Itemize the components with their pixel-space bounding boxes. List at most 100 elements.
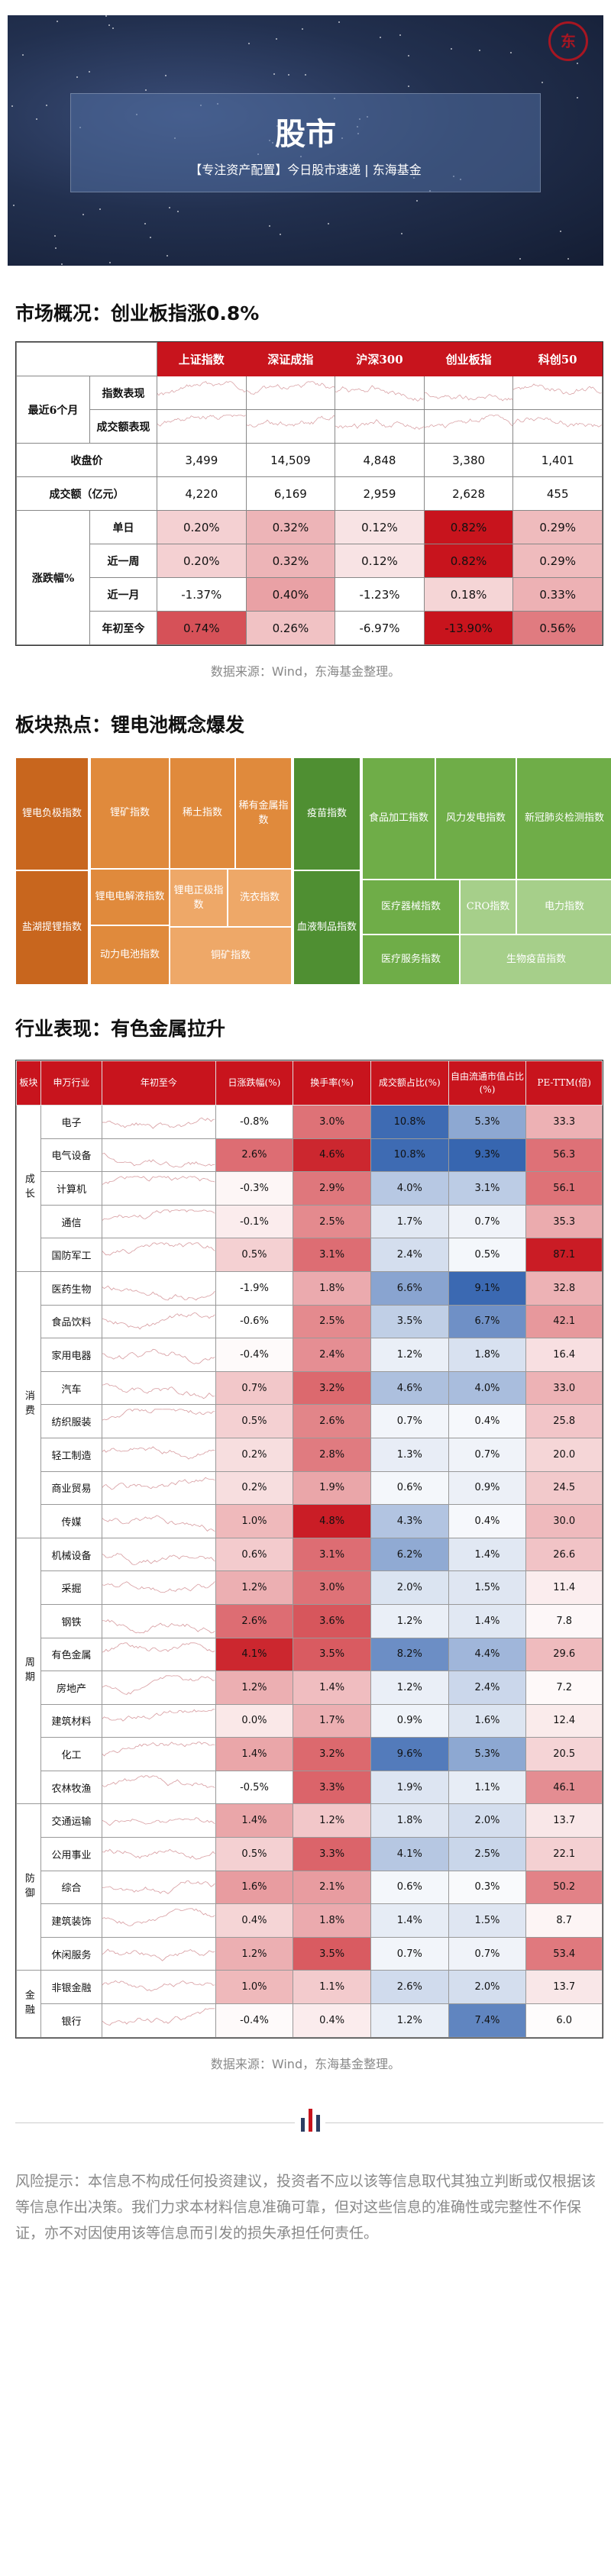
metric-cell: 3.1% [448, 1171, 527, 1206]
table-row: 通信 -0.1% 2.5% 1.7% 0.7% 35.3 [17, 1204, 603, 1239]
sparkline [102, 1848, 215, 1860]
metric-cell: -0.1% [215, 1204, 294, 1239]
sparkline [102, 1742, 215, 1757]
treemap-tile: 食品加工指数 [362, 757, 435, 880]
change-cell: 0.32% [245, 544, 336, 578]
change-cell: 0.33% [512, 577, 603, 612]
metric-cell: 3.0% [293, 1105, 371, 1139]
metric-cell: 2.1% [293, 1870, 371, 1905]
metric-cell: 0.7% [448, 1936, 527, 1971]
table-row: 成长 电子 -0.8% 3.0% 10.8% 5.3% 33.3 [16, 1105, 603, 1272]
change-cell: 0.29% [512, 510, 603, 544]
metric-cell: 9.6% [370, 1737, 449, 1771]
star-decoration [144, 89, 147, 92]
metric-cell: 32.8 [525, 1270, 603, 1306]
metric-cell: 3.6% [293, 1603, 371, 1638]
metric-cell: 46.1 [525, 1770, 603, 1805]
table-row: 商业贸易 0.2% 1.9% 0.6% 0.9% 24.5 [17, 1470, 603, 1506]
star-decoration [408, 54, 410, 56]
metric-cell: 0.4% [448, 1404, 527, 1438]
metric-cell: 1.7% [370, 1204, 449, 1239]
sparkline [102, 1349, 215, 1365]
sparkline-cell [102, 1470, 216, 1506]
metric-cell: 0.5% [448, 1238, 527, 1272]
sparkline-cell [102, 1370, 216, 1406]
star-decoration [415, 199, 418, 202]
metric-cell: 29.6 [525, 1637, 603, 1672]
metric-cell: 7.4% [448, 2003, 527, 2038]
table-row: 家用电器 -0.4% 2.4% 1.2% 1.8% 16.4 [17, 1338, 603, 1372]
metric-cell: 3.5% [370, 1304, 449, 1339]
industry-source: 数据来源：Wind，东海基金整理。 [210, 2056, 401, 2071]
sparkline [246, 380, 335, 395]
metric-cell: 2.8% [293, 1437, 371, 1472]
sparkline-cell [423, 376, 514, 410]
metric-cell: 1.4% [448, 1537, 527, 1572]
star-decoration [288, 74, 290, 76]
turnover-value: 455 [512, 476, 603, 511]
sparkline [513, 416, 602, 428]
metric-cell: 1.5% [448, 1570, 527, 1605]
table-row: 消费 医药生物 -1.9% 1.8% 6.6% 9.1% 32.8 [16, 1270, 603, 1538]
metric-cell: 4.4% [448, 1637, 527, 1672]
sparkline-cell [102, 1936, 216, 1971]
metric-cell: 4.3% [370, 1504, 449, 1538]
market-source: 数据来源：Wind，东海基金整理。 [210, 664, 401, 679]
sparkline [335, 418, 424, 430]
sparkline-cell [102, 1238, 216, 1272]
table-row: 纺织服装 0.5% 2.6% 0.7% 0.4% 25.8 [17, 1404, 603, 1438]
metric-cell: 7.2 [525, 1671, 603, 1705]
close-value: 14,509 [245, 443, 336, 477]
metric-cell: 1.2% [215, 1570, 294, 1605]
star-decoration [408, 86, 410, 88]
group-label: 消费 [16, 1270, 41, 1538]
industry-name: 房地产 [40, 1671, 103, 1705]
change-cell: -1.37% [157, 577, 247, 612]
table-row: 传媒 1.0% 4.8% 4.3% 0.4% 30.0 [17, 1504, 603, 1538]
metric-cell: 3.2% [293, 1370, 371, 1406]
treemap-tile: 医疗器械指数 [362, 880, 460, 935]
star-decoration [276, 37, 278, 40]
metric-cell: 0.7% [370, 1936, 449, 1971]
sparkline-cell [102, 1437, 216, 1472]
industry-name: 有色金属 [40, 1637, 103, 1672]
metric-cell: 3.5% [293, 1936, 371, 1971]
group-label: 成长 [16, 1105, 41, 1272]
star-decoration [60, 263, 63, 265]
metric-cell: 6.7% [448, 1304, 527, 1339]
metric-cell: 25.8 [525, 1404, 603, 1438]
metric-cell: 0.7% [448, 1204, 527, 1239]
star-decoration [279, 234, 281, 236]
sparkline-cell [335, 409, 425, 444]
metric-cell: -0.4% [215, 2003, 294, 2038]
industry-name: 休闲服务 [40, 1936, 103, 1971]
metric-cell: 8.2% [370, 1637, 449, 1672]
industry-heading: 行业表现：有色金属拉升 [15, 1018, 226, 1040]
treemap-tile: 医疗服务指数 [362, 935, 460, 985]
metric-cell: -0.6% [215, 1304, 294, 1339]
star-decoration [144, 223, 147, 225]
star-decoration [338, 21, 340, 23]
metric-cell: 1.8% [293, 1270, 371, 1306]
star-decoration [399, 34, 401, 37]
metric-cell: 4.1% [370, 1837, 449, 1871]
sparkline-cell [512, 376, 603, 410]
star-decoration [11, 105, 14, 107]
industry-name: 综合 [40, 1870, 103, 1905]
metric-cell: 0.6% [370, 1870, 449, 1905]
industry-name: 食品饮料 [40, 1304, 103, 1339]
metric-cell: 1.7% [293, 1703, 371, 1738]
table-row: 房地产 1.2% 1.4% 1.2% 2.4% 7.2 [17, 1671, 603, 1705]
star-decoration [99, 208, 101, 211]
metric-cell: 1.8% [448, 1338, 527, 1372]
col-header: 科创50 [512, 342, 603, 376]
metric-cell: 1.2% [370, 2003, 449, 2038]
sparkline [513, 383, 602, 395]
metric-cell: 1.2% [370, 1338, 449, 1372]
sparkline-cell [335, 376, 425, 410]
metric-cell: 24.5 [525, 1470, 603, 1506]
sparkline-cell [102, 1603, 216, 1638]
star-decoration [401, 233, 403, 235]
table-row: 周期 机械设备 0.6% 3.1% 6.2% 1.4% 26.6 [16, 1537, 603, 1805]
star-decoration [108, 262, 111, 264]
